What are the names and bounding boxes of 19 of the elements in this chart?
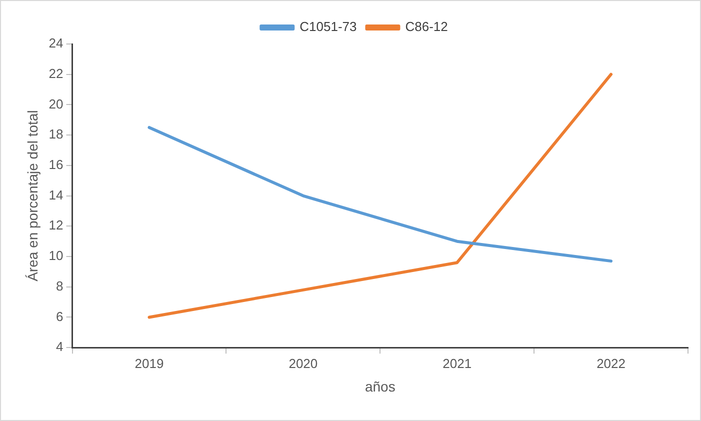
y-tick-label: 10: [48, 248, 64, 264]
y-tick-label: 22: [48, 66, 64, 81]
y-tick-label: 16: [48, 157, 64, 172]
x-tick-label: 2020: [288, 356, 318, 371]
y-axis-title: Área en porcentaje del total: [24, 110, 40, 282]
legend-label: C1051-73: [300, 19, 357, 34]
x-axis-title: años: [364, 378, 396, 394]
y-tick-label: 24: [48, 36, 64, 51]
y-tick-label: 18: [48, 126, 64, 142]
y-tick-label: 8: [56, 278, 64, 294]
y-tick-label: 12: [48, 218, 64, 233]
y-tick-label: 14: [48, 187, 64, 202]
legend-label: C86-12: [405, 19, 448, 34]
x-tick-label: 2019: [134, 356, 164, 371]
y-tick-label: 4: [56, 339, 64, 354]
y-tick-label: 20: [48, 96, 64, 112]
x-tick-label: 2021: [442, 356, 472, 371]
y-tick-label: 6: [56, 308, 64, 324]
x-tick-label: 2022: [596, 356, 626, 371]
